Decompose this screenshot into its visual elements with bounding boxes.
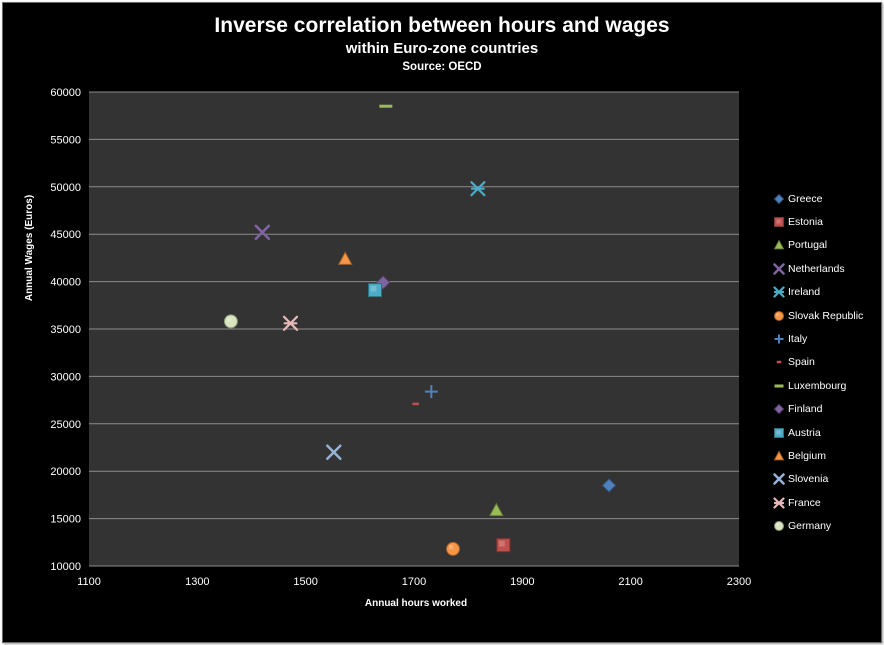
legend-label: Slovak Republic xyxy=(788,309,864,322)
x-axis-label: Annual hours worked xyxy=(364,598,468,609)
legend-marker-icon xyxy=(774,217,784,228)
data-point-germany xyxy=(223,314,238,329)
x-tick-label: 1500 xyxy=(293,576,317,588)
legend-marker-icon xyxy=(773,497,785,509)
legend-label: Belgium xyxy=(788,449,826,462)
legend-label: Portugal xyxy=(788,239,828,252)
y-tick-label: 45000 xyxy=(50,229,81,241)
y-tick-label: 40000 xyxy=(50,277,81,289)
x-tick-label: 2100 xyxy=(618,576,642,588)
legend-item: Portugal xyxy=(773,234,881,257)
legend-marker-icon xyxy=(774,427,784,438)
data-point-slovak-republic xyxy=(446,541,460,556)
data-point-slovenia xyxy=(326,444,342,460)
legend-item: Spain xyxy=(773,351,881,374)
legend: Greece Estonia Portugal Netherlands Ireland S… xyxy=(773,187,881,538)
legend-item: Netherlands xyxy=(773,257,881,280)
legend-marker-icon xyxy=(773,450,785,461)
legend-label: Estonia xyxy=(788,216,824,229)
chart-subtitle: within Euro-zone countries xyxy=(345,40,539,57)
y-tick-label: 30000 xyxy=(50,371,81,383)
x-tick-label: 1300 xyxy=(185,576,209,588)
legend-item: Slovenia xyxy=(773,468,881,491)
legend-marker-icon xyxy=(773,473,785,486)
y-tick-label: 35000 xyxy=(50,324,81,336)
legend-marker-icon xyxy=(773,193,785,204)
data-point-greece xyxy=(601,478,617,493)
y-tick-label: 60000 xyxy=(50,87,81,99)
y-tick-label: 10000 xyxy=(50,561,81,573)
legend-label: Austria xyxy=(788,426,821,439)
data-point-france xyxy=(282,315,299,331)
legend-marker-icon xyxy=(774,521,784,532)
legend-label: Spain xyxy=(788,356,815,369)
legend-item: Italy xyxy=(773,327,881,350)
legend-item: Luxembourg xyxy=(773,374,881,397)
y-tick-label: 55000 xyxy=(50,134,81,146)
chart-source: Source: OECD xyxy=(402,61,482,73)
data-point-belgium xyxy=(337,251,353,265)
legend-item: Austria xyxy=(773,421,881,444)
legend-marker-icon xyxy=(773,403,785,415)
y-tick-label: 15000 xyxy=(50,514,81,526)
y-axis-label: Annual Wages (Euros) xyxy=(24,194,35,302)
data-point-austria xyxy=(368,283,382,298)
legend-label: Germany xyxy=(788,520,832,533)
x-tick-label: 1700 xyxy=(402,576,426,588)
y-tick-label: 50000 xyxy=(50,182,81,194)
scatter-plot: 10000 15000 20000 25000 30000 35000 40000 45000… xyxy=(50,87,751,588)
legend-marker-icon xyxy=(774,334,784,344)
data-point-italy xyxy=(424,385,438,399)
legend-label: Greece xyxy=(788,192,823,205)
legend-label: Slovenia xyxy=(788,473,829,486)
data-point-ireland xyxy=(470,181,486,197)
legend-item: France xyxy=(773,491,881,514)
legend-label: France xyxy=(788,496,821,509)
chart-title: Inverse correlation between hours and wa… xyxy=(214,14,670,37)
x-tick-label: 1100 xyxy=(77,576,101,588)
legend-item: Estonia xyxy=(773,210,881,233)
legend-label: Luxembourg xyxy=(788,379,847,392)
legend-item: Germany xyxy=(773,514,881,537)
data-point-netherlands xyxy=(254,224,271,241)
y-tick-label: 25000 xyxy=(50,419,81,431)
y-tick-label: 20000 xyxy=(50,466,81,478)
legend-label: Finland xyxy=(788,403,823,416)
legend-marker-icon xyxy=(773,263,785,275)
x-tick-label: 2300 xyxy=(727,576,751,588)
legend-marker-icon xyxy=(773,286,785,298)
data-point-portugal xyxy=(488,502,504,517)
legend-marker-icon xyxy=(774,384,784,388)
x-tick-label: 1900 xyxy=(510,576,534,588)
legend-marker-icon xyxy=(773,239,785,250)
legend-label: Italy xyxy=(788,333,808,346)
legend-marker-icon xyxy=(776,361,782,364)
legend-item: Belgium xyxy=(773,444,881,467)
legend-label: Netherlands xyxy=(788,262,845,275)
data-point-estonia xyxy=(496,538,511,553)
legend-item: Slovak Republic xyxy=(773,304,881,327)
legend-item: Finland xyxy=(773,398,881,421)
legend-item: Ireland xyxy=(773,281,881,304)
legend-label: Ireland xyxy=(788,286,821,299)
legend-marker-icon xyxy=(774,310,784,321)
legend-item: Greece xyxy=(773,187,881,210)
title-block: Inverse correlation between hours and wa… xyxy=(3,13,881,75)
